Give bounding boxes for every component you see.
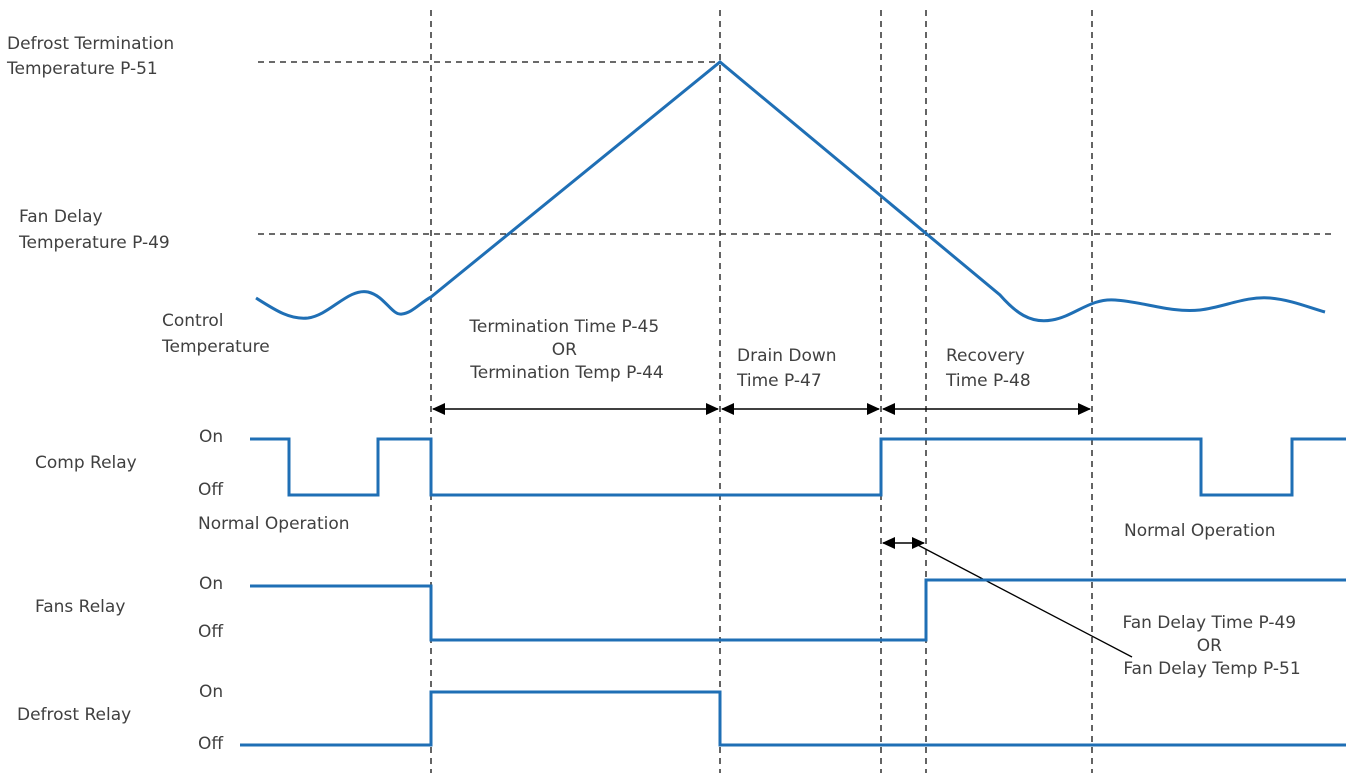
defrost-relay-label: Defrost Relay [17, 705, 131, 725]
defrost-relay-signal [240, 690, 1346, 747]
comp-relay-on-label: On [199, 427, 223, 447]
comp-relay-signal [250, 437, 1346, 497]
drain-down-phase-label: Drain Down Time P-47 [736, 346, 842, 391]
comp-relay-label: Comp Relay [35, 453, 137, 473]
fan-delay-note: Fan Delay Time P-49 OR Fan Delay Temp P-… [1122, 613, 1301, 679]
defrost-relay-on-label: On [199, 682, 223, 702]
defrost-termination-label: Defrost Termination Temperature P-51 [6, 34, 180, 79]
fans-relay-signal [250, 578, 1346, 642]
termination-phase-label: Termination Time P-45 OR Termination Tem… [468, 317, 664, 383]
recovery-phase-label: Recovery Time P-48 [945, 346, 1031, 391]
control-temperature-curve [255, 60, 1326, 323]
comp-relay-off-label: Off [198, 480, 224, 500]
defrost-relay-off-label: Off [198, 734, 224, 754]
fan-delay-label: Fan Delay Temperature P-49 [18, 207, 170, 253]
fan-delay-leader-line [913, 542, 1133, 658]
normal-operation-right-label: Normal Operation [1124, 521, 1276, 541]
normal-operation-left-label: Normal Operation [198, 514, 350, 534]
fans-relay-off-label: Off [198, 622, 224, 642]
control-temperature-label: Control Temperature [161, 311, 270, 357]
fans-relay-label: Fans Relay [35, 597, 125, 617]
fans-relay-on-label: On [199, 574, 223, 594]
